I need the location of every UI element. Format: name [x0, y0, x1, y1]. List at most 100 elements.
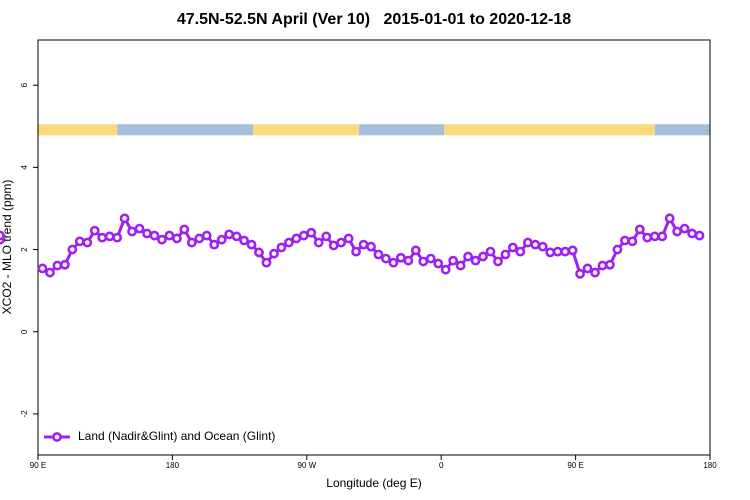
x-tick-label: 90 W [297, 461, 316, 470]
legend-label: Land (Nadir&Glint) and Ocean (Glint) [78, 429, 275, 443]
data-point [649, 231, 660, 242]
data-point [283, 237, 294, 248]
x-axis-title: Longitude (deg E) [326, 476, 421, 490]
chart-title: 47.5N-52.5N April (Ver 10) 2015-01-01 to… [177, 11, 571, 28]
data-point [403, 255, 414, 266]
data-point [321, 231, 332, 242]
data-point [672, 226, 683, 237]
data-point [478, 251, 488, 262]
data-point [209, 239, 220, 250]
data-point [276, 242, 287, 253]
data-point [254, 247, 264, 258]
data-point [485, 246, 496, 257]
y-tick-label: 0 [20, 329, 29, 334]
data-point [687, 228, 697, 239]
data-point [560, 246, 571, 257]
data-point [97, 232, 108, 243]
data-point [313, 237, 324, 248]
data-point [507, 242, 518, 253]
x-tick-label: 180 [703, 461, 717, 470]
x-tick-label: 180 [166, 461, 180, 470]
data-point [590, 267, 600, 278]
data-point [291, 233, 302, 244]
data-point [269, 248, 279, 259]
data-point [89, 225, 100, 236]
data-point [37, 263, 48, 274]
data-point [664, 213, 675, 224]
data-point [328, 240, 339, 251]
y-axis-title: XCO2 - MLO trend (ppm) [0, 180, 14, 315]
data-point [261, 257, 272, 268]
data-point [575, 268, 585, 279]
data-point [418, 256, 429, 267]
data-point [493, 256, 503, 267]
surface-segment [654, 124, 710, 136]
surface-segment [444, 124, 655, 136]
data-point [306, 227, 317, 238]
data-point [612, 244, 623, 255]
y-tick-label: 6 [20, 82, 29, 87]
legend-swatch-marker [52, 432, 62, 442]
data-point [545, 247, 556, 258]
data-point [470, 255, 481, 266]
data-point [157, 234, 167, 245]
data-point [619, 235, 630, 246]
data-point [366, 241, 376, 252]
data-point [433, 258, 444, 269]
data-point [142, 228, 152, 239]
data-point [515, 246, 526, 257]
data-point [381, 253, 391, 264]
data-point [358, 239, 369, 250]
data-point [679, 223, 690, 234]
data-point [127, 226, 137, 237]
data-point [164, 230, 175, 241]
data-point [67, 244, 78, 255]
data-point [642, 232, 653, 243]
data-point [440, 264, 451, 275]
data-point [395, 252, 406, 263]
data-point [119, 213, 130, 224]
data-point [74, 236, 85, 247]
data-point [201, 230, 212, 241]
data-point [59, 259, 70, 270]
plot-frame [37, 39, 711, 456]
data-point [694, 230, 705, 241]
data-point [597, 260, 608, 271]
data-point [463, 251, 473, 262]
data-point [179, 224, 190, 235]
data-point [298, 230, 309, 241]
data-point [425, 253, 436, 264]
data-point [448, 255, 459, 266]
y-tick-label: 2 [20, 247, 29, 252]
data-point [388, 257, 399, 268]
data-point [104, 231, 115, 242]
data-point [373, 249, 384, 260]
data-point [336, 237, 347, 248]
data-point [112, 232, 123, 243]
data-point [246, 239, 257, 250]
data-point [82, 237, 93, 248]
data-point [45, 267, 55, 278]
x-tick-label: 90 E [30, 461, 46, 470]
surface-segment [359, 124, 445, 136]
x-tick-label: 0 [439, 461, 444, 470]
data-point [351, 246, 361, 257]
data-point [605, 259, 615, 270]
y-tick-label: -2 [20, 410, 29, 418]
data-point [582, 263, 593, 274]
data-point [231, 231, 242, 242]
data-point [194, 233, 205, 244]
data-point [171, 233, 182, 244]
data-point [567, 245, 578, 256]
data-point [52, 260, 63, 271]
data-point [410, 245, 421, 256]
data-point [634, 224, 645, 235]
data-point [522, 237, 533, 248]
data-point [455, 260, 466, 271]
data-point [134, 223, 145, 234]
surface-segment [253, 124, 360, 136]
data-point [627, 236, 638, 247]
data-point [500, 249, 511, 260]
y-tick-label: 4 [20, 165, 29, 170]
